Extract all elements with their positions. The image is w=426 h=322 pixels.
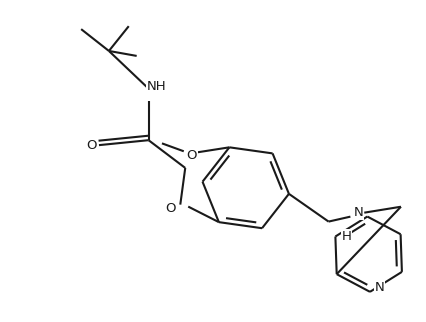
- Text: N: N: [374, 281, 384, 294]
- Text: O: O: [186, 149, 196, 162]
- Text: O: O: [165, 202, 175, 215]
- Text: N: N: [353, 206, 363, 219]
- Text: O: O: [86, 139, 96, 152]
- Text: NH: NH: [147, 80, 166, 93]
- Text: H: H: [341, 230, 351, 243]
